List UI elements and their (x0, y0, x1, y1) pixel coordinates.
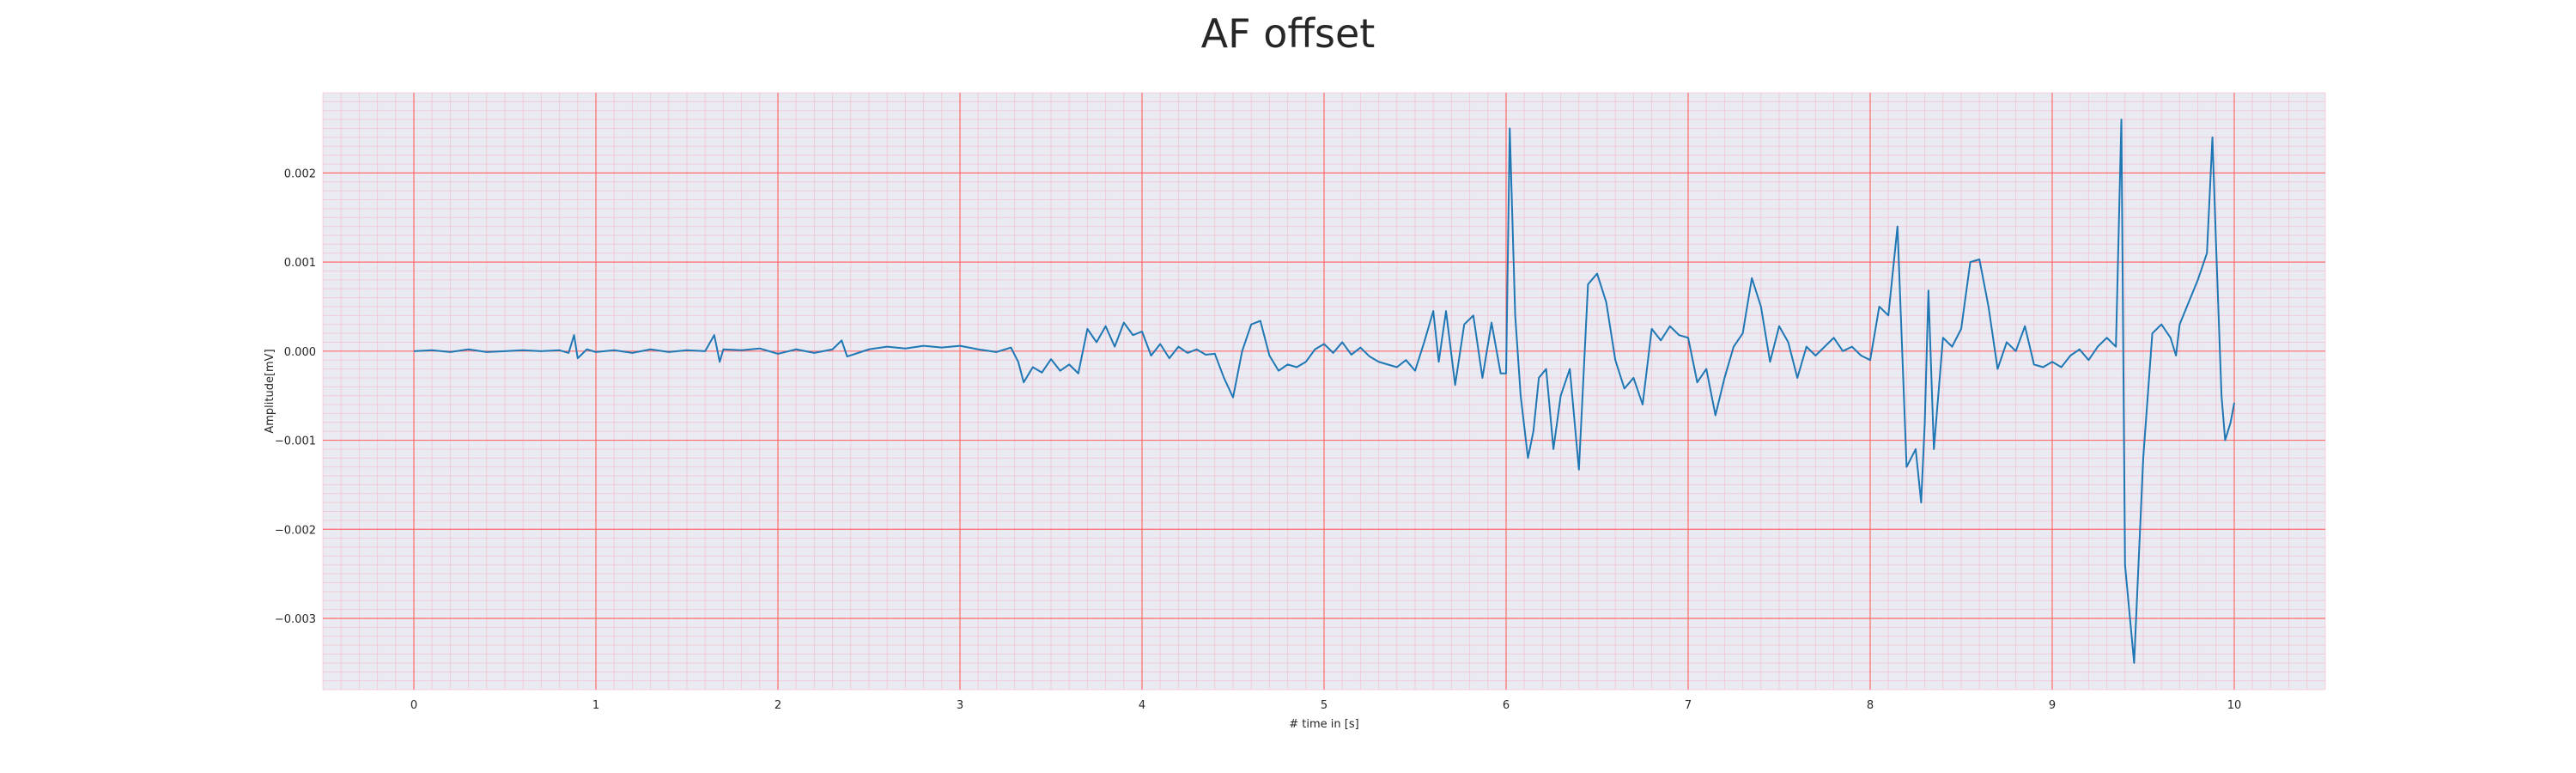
y-tick-label: 0.000 (284, 346, 316, 359)
x-tick-label: 4 (1139, 699, 1145, 712)
x-tick-label: 8 (1867, 699, 1874, 712)
x-axis-label: # time in [s] (1289, 718, 1358, 731)
chart-title: AF offset (1201, 10, 1376, 57)
y-tick-label: 0.001 (284, 257, 316, 270)
y-axis-label: Amplitude[mV] (264, 349, 276, 433)
title-layer: AF offset (1201, 10, 1376, 57)
y-tick-label: 0.002 (284, 167, 316, 180)
y-tick-label: −0.002 (275, 524, 316, 537)
x-tick-label: 10 (2227, 699, 2242, 712)
x-tick-label: 6 (1503, 699, 1510, 712)
x-tick-label: 0 (410, 699, 417, 712)
x-tick-label: 9 (2049, 699, 2056, 712)
x-tick-label: 2 (775, 699, 781, 712)
axis-layer: 0 1 2 3 4 5 6 7 8 9 10 −0.003 −0.002 −0.001 0.000 0.001… (264, 167, 2241, 731)
series-line (413, 119, 2235, 664)
x-tick-label: 1 (592, 699, 599, 712)
y-tick-label: −0.001 (275, 435, 316, 448)
y-tick-label: −0.003 (275, 613, 316, 626)
x-tick-label: 7 (1685, 699, 1692, 712)
x-tick-label: 3 (957, 699, 963, 712)
x-tick-label: 5 (1321, 699, 1327, 712)
plot-area (322, 92, 2326, 691)
